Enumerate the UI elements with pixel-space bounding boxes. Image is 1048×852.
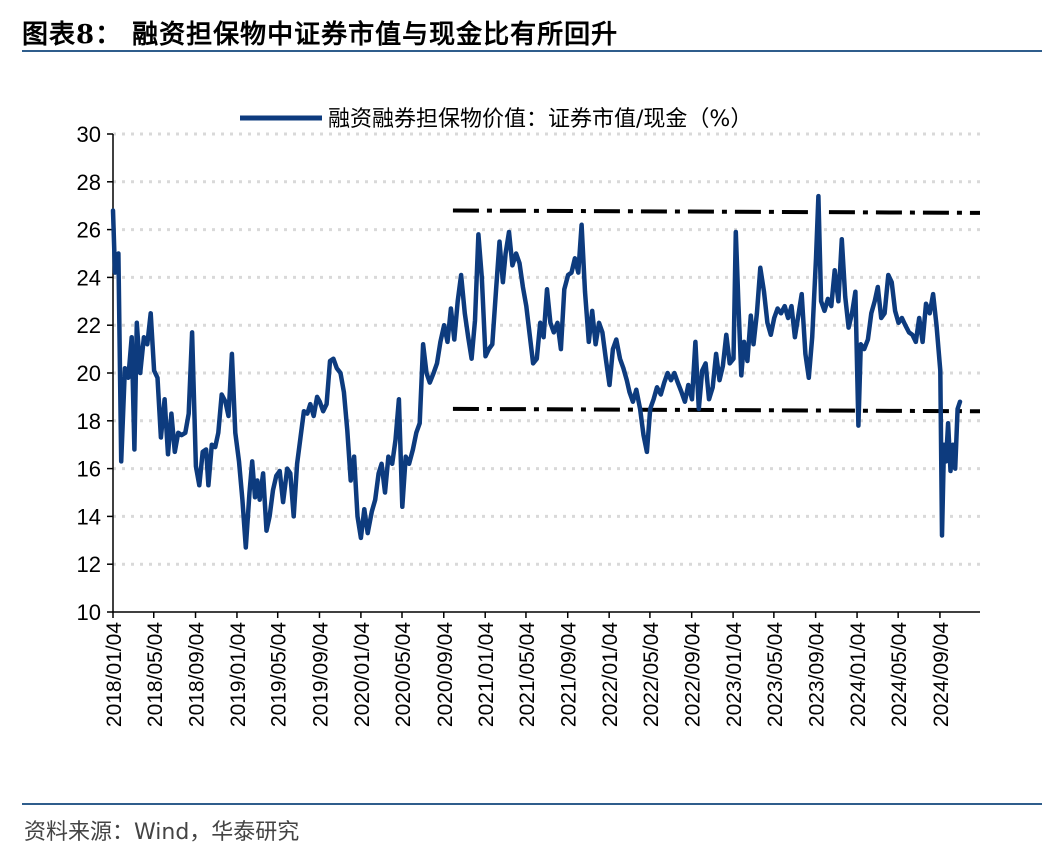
x-tick-label: 2024/09/04 [930, 622, 953, 727]
y-tick-label: 22 [77, 313, 101, 338]
title-divider [22, 50, 1042, 52]
x-tick-label: 2019/09/04 [309, 622, 332, 727]
y-tick-label: 18 [77, 409, 101, 434]
x-tick-label: 2019/05/04 [268, 622, 291, 727]
x-tick-label: 2024/05/04 [888, 622, 911, 727]
legend: 融资融券担保物价值：证券市值/现金（%） [240, 107, 752, 132]
y-tick-label: 30 [77, 122, 101, 147]
x-tick-label: 2019/01/04 [227, 622, 250, 727]
y-tick-label: 26 [77, 218, 101, 243]
x-tick-label: 2022/09/04 [682, 622, 705, 727]
x-tick-label: 2020/01/04 [351, 622, 374, 727]
reference-line [452, 208, 981, 215]
series-layer [110, 193, 963, 550]
x-tick-label: 2018/09/04 [186, 622, 209, 727]
x-tick-label: 2020/05/04 [392, 622, 415, 727]
source-note: 资料来源：Wind，华泰研究 [24, 820, 300, 845]
x-tick-label: 2021/05/04 [516, 622, 539, 727]
y-tick-label: 16 [77, 457, 101, 482]
x-tick-label: 2021/01/04 [475, 622, 498, 727]
reference-line [452, 406, 981, 414]
y-tick-label: 24 [77, 265, 101, 290]
y-tick-label: 12 [77, 552, 101, 577]
y-tick-label: 14 [77, 504, 101, 529]
series-line [110, 193, 963, 550]
x-tick-label: 2023/01/04 [723, 622, 746, 727]
footer-divider [22, 803, 1042, 805]
y-tick-label: 10 [77, 600, 101, 625]
x-tick-label: 2021/09/04 [558, 622, 581, 727]
x-tick-label: 2022/01/04 [599, 622, 622, 727]
x-tick-label: 2023/09/04 [806, 622, 829, 727]
y-tick-label: 28 [77, 170, 101, 195]
legend-label: 融资融券担保物价值：证券市值/现金（%） [328, 107, 752, 132]
reference-lines [452, 208, 981, 414]
x-tick-label: 2022/05/04 [640, 622, 663, 727]
x-tick-label: 2020/09/04 [434, 622, 457, 727]
x-tick-label: 2024/01/04 [847, 622, 870, 727]
x-tick-label: 2023/05/04 [764, 622, 787, 727]
axes: 10 12 14 16 18 20 22 24 26 28 30 2018/01/04 2018/05/… [77, 122, 980, 727]
x-tick-label: 2018/01/04 [103, 622, 126, 727]
y-tick-label: 20 [77, 361, 101, 386]
x-tick-label: 2018/05/04 [144, 622, 167, 727]
chart-title: 图表8： 融资担保物中证券市值与现金比有所回升 [22, 20, 619, 50]
line-chart: 10 12 14 16 18 20 22 24 26 28 30 2018/01/04 2018/05/… [77, 107, 981, 727]
